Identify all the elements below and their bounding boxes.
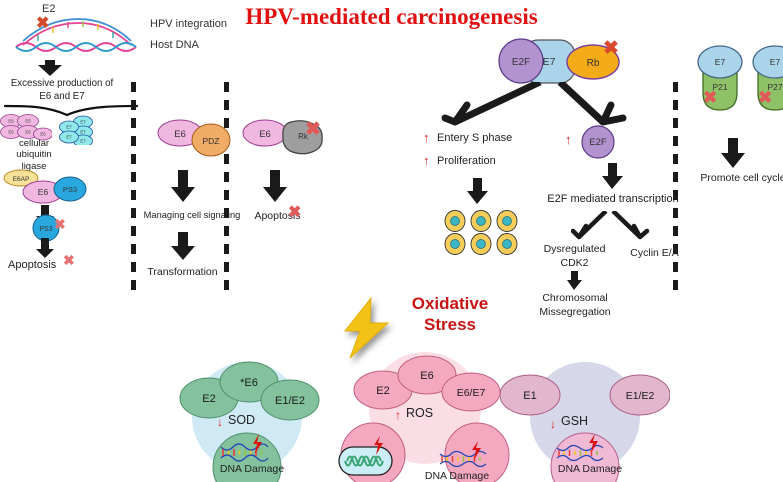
svg-text:E6: E6 (25, 130, 31, 135)
svg-text:E2: E2 (202, 393, 215, 405)
svg-text:E6: E6 (38, 187, 49, 197)
svg-text:E6: E6 (174, 129, 186, 140)
svg-text:E1/E2: E1/E2 (275, 395, 305, 407)
svg-text:E7: E7 (80, 130, 86, 135)
svg-text:E7: E7 (80, 120, 86, 125)
svg-text:*E6: *E6 (240, 377, 258, 389)
svg-text:E6: E6 (420, 370, 433, 382)
svg-text:E7: E7 (543, 56, 556, 68)
svg-text:PS3: PS3 (63, 185, 77, 194)
svg-text:E1: E1 (523, 390, 536, 402)
svg-text:E7: E7 (80, 139, 86, 144)
svg-text:PDZ: PDZ (203, 136, 220, 146)
svg-text:E1/E2: E1/E2 (626, 390, 655, 402)
svg-text:E7: E7 (770, 57, 781, 67)
svg-text:E6/E7: E6/E7 (457, 387, 486, 399)
svg-text:E6: E6 (25, 119, 31, 124)
svg-text:E7: E7 (715, 57, 726, 67)
svg-text:E7: E7 (66, 125, 72, 130)
svg-text:E6: E6 (259, 129, 271, 140)
svg-text:E6: E6 (40, 132, 46, 137)
svg-text:Rb: Rb (587, 58, 600, 69)
svg-text:E2F: E2F (512, 57, 530, 68)
svg-text:E6: E6 (8, 130, 14, 135)
svg-text:PS3: PS3 (39, 226, 52, 233)
svg-text:E2F: E2F (589, 137, 607, 148)
svg-text:E6: E6 (8, 119, 14, 124)
svg-text:E2: E2 (376, 385, 389, 397)
